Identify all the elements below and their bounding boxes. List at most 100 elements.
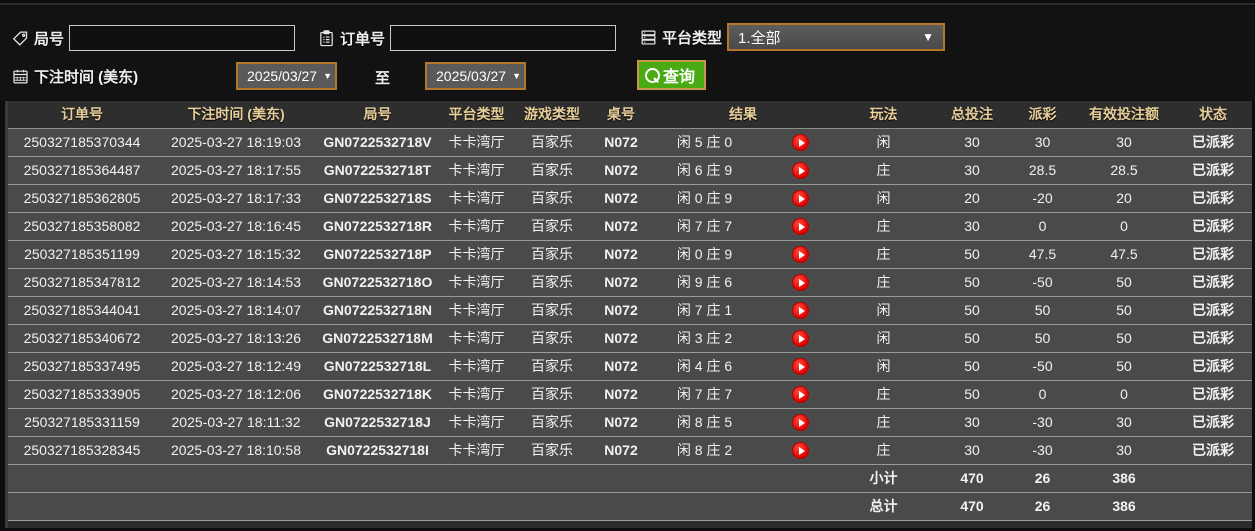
col-header-game-type[interactable]: 游戏类型	[514, 101, 590, 129]
cell-payout: -50	[1011, 352, 1074, 381]
play-circle-icon[interactable]	[792, 385, 810, 403]
summary-row: 小计 470 26 386	[8, 464, 1252, 493]
col-header-valid-bet[interactable]: 有效投注额	[1074, 101, 1174, 129]
cell-round-no: GN0722532718T	[316, 156, 439, 185]
cell-table-no: N072	[590, 212, 652, 241]
cell-result: 闲 7 庄 7	[652, 212, 834, 241]
col-header-round-no[interactable]: 局号	[316, 101, 439, 129]
platform-type-select[interactable]: 1.全部 ▼	[727, 23, 946, 51]
cell-bet-time: 2025-03-27 18:16:45	[156, 212, 316, 241]
cell-order-no: 250327185370344	[8, 128, 156, 157]
bet-time-to-datepicker[interactable]: 2025/03/27 ▼	[425, 62, 526, 90]
play-circle-icon[interactable]	[792, 189, 810, 207]
cell-status: 已派彩	[1174, 268, 1252, 297]
cell-table-no: N072	[590, 436, 652, 465]
summary-spacer	[8, 492, 156, 521]
result-text: 闲 0 庄 9	[676, 190, 733, 206]
search-button[interactable]: 查询	[637, 60, 707, 90]
filter-toolbar: 局号 订单号	[0, 3, 1255, 100]
cell-bet-time: 2025-03-27 18:17:55	[156, 156, 316, 185]
cell-round-no: GN0722532718O	[316, 268, 439, 297]
table-row[interactable]: 250327185362805 2025-03-27 18:17:33 GN0722…	[8, 184, 1252, 213]
table-row[interactable]: 250327185337495 2025-03-27 18:12:49 GN0722…	[8, 352, 1252, 381]
result-text: 闲 3 庄 2	[676, 330, 733, 346]
play-circle-icon[interactable]	[792, 273, 810, 291]
cell-play: 闲	[834, 296, 933, 325]
cell-game-type: 百家乐	[514, 156, 590, 185]
cell-table-no: N072	[590, 408, 652, 437]
play-circle-icon[interactable]	[792, 161, 810, 179]
table-row[interactable]: 250327185333905 2025-03-27 18:12:06 GN0722…	[8, 380, 1252, 409]
col-header-total-bet[interactable]: 总投注	[933, 101, 1011, 129]
cell-payout: -50	[1011, 268, 1074, 297]
cell-game-type: 百家乐	[514, 324, 590, 353]
play-circle-icon[interactable]	[792, 357, 810, 375]
cell-total-bet: 50	[933, 268, 1011, 297]
cell-platform: 卡卡湾厅	[439, 380, 514, 409]
order-no-input[interactable]	[390, 25, 617, 51]
col-header-result[interactable]: 结果	[652, 101, 834, 129]
cell-table-no: N072	[590, 268, 652, 297]
bet-time-from-datepicker[interactable]: 2025/03/27 ▼	[236, 62, 337, 90]
cell-table-no: N072	[590, 296, 652, 325]
summary-status-spacer	[1174, 464, 1252, 493]
summary-spacer	[156, 492, 316, 521]
cell-valid-bet: 20	[1074, 184, 1174, 213]
cell-game-type: 百家乐	[514, 184, 590, 213]
cell-play: 庄	[834, 436, 933, 465]
cell-status: 已派彩	[1174, 352, 1252, 381]
play-circle-icon[interactable]	[792, 133, 810, 151]
cell-result: 闲 0 庄 9	[652, 184, 834, 213]
result-text: 闲 7 庄 7	[676, 218, 733, 234]
bet-history-table: 订单号 下注时间 (美东) 局号 平台类型 游戏类型 桌号 结果 玩法 总投注 …	[8, 101, 1252, 521]
chevron-down-icon: ▼	[512, 70, 521, 81]
play-circle-icon[interactable]	[792, 217, 810, 235]
col-header-bet-time[interactable]: 下注时间 (美东)	[156, 101, 316, 129]
play-circle-icon[interactable]	[792, 441, 810, 459]
table-row[interactable]: 250327185370344 2025-03-27 18:19:03 GN0722…	[8, 128, 1252, 157]
cell-valid-bet: 30	[1074, 436, 1174, 465]
result-text: 闲 8 庄 2	[676, 442, 733, 458]
platform-type-selected-value: 1.全部	[738, 29, 781, 47]
table-row[interactable]: 250327185340672 2025-03-27 18:13:26 GN0722…	[8, 324, 1252, 353]
cell-payout: -30	[1011, 408, 1074, 437]
col-header-play[interactable]: 玩法	[834, 101, 933, 129]
col-header-status[interactable]: 状态	[1174, 101, 1252, 129]
cell-payout: 28.5	[1011, 156, 1074, 185]
table-row[interactable]: 250327185347812 2025-03-27 18:14:53 GN0722…	[8, 268, 1252, 297]
col-header-order-no[interactable]: 订单号	[8, 101, 156, 129]
cell-game-type: 百家乐	[514, 296, 590, 325]
play-circle-icon[interactable]	[792, 301, 810, 319]
cell-valid-bet: 50	[1074, 268, 1174, 297]
table-row[interactable]: 250327185364487 2025-03-27 18:17:55 GN0722…	[8, 156, 1252, 185]
bet-history-table-container: 订单号 下注时间 (美东) 局号 平台类型 游戏类型 桌号 结果 玩法 总投注 …	[5, 101, 1252, 528]
cell-bet-time: 2025-03-27 18:19:03	[156, 128, 316, 157]
cell-order-no: 250327185337495	[8, 352, 156, 381]
table-row[interactable]: 250327185328345 2025-03-27 18:10:58 GN0722…	[8, 436, 1252, 465]
summary-spacer	[439, 492, 514, 521]
play-circle-icon[interactable]	[792, 413, 810, 431]
summary-spacer	[316, 492, 439, 521]
summary-label: 小计	[834, 464, 933, 493]
table-row[interactable]: 250327185344041 2025-03-27 18:14:07 GN0722…	[8, 296, 1252, 325]
col-header-table-no[interactable]: 桌号	[590, 101, 652, 129]
round-no-input[interactable]	[69, 25, 296, 51]
order-no-field-group: 订单号	[318, 25, 617, 51]
play-circle-icon[interactable]	[792, 329, 810, 347]
cell-game-type: 百家乐	[514, 352, 590, 381]
col-header-payout[interactable]: 派彩	[1011, 101, 1074, 129]
table-row[interactable]: 250327185351199 2025-03-27 18:15:32 GN0722…	[8, 240, 1252, 269]
table-row[interactable]: 250327185331159 2025-03-27 18:11:32 GN0722…	[8, 408, 1252, 437]
cell-table-no: N072	[590, 156, 652, 185]
cell-round-no: GN0722532718K	[316, 380, 439, 409]
cell-status: 已派彩	[1174, 380, 1252, 409]
cell-order-no: 250327185351199	[8, 240, 156, 269]
cell-valid-bet: 28.5	[1074, 156, 1174, 185]
play-circle-icon[interactable]	[792, 245, 810, 263]
table-row[interactable]: 250327185358082 2025-03-27 18:16:45 GN0722…	[8, 212, 1252, 241]
cell-payout: 0	[1011, 380, 1074, 409]
cell-status: 已派彩	[1174, 184, 1252, 213]
date-range-separator: 至	[375, 70, 391, 87]
col-header-platform[interactable]: 平台类型	[439, 101, 514, 129]
cell-game-type: 百家乐	[514, 212, 590, 241]
